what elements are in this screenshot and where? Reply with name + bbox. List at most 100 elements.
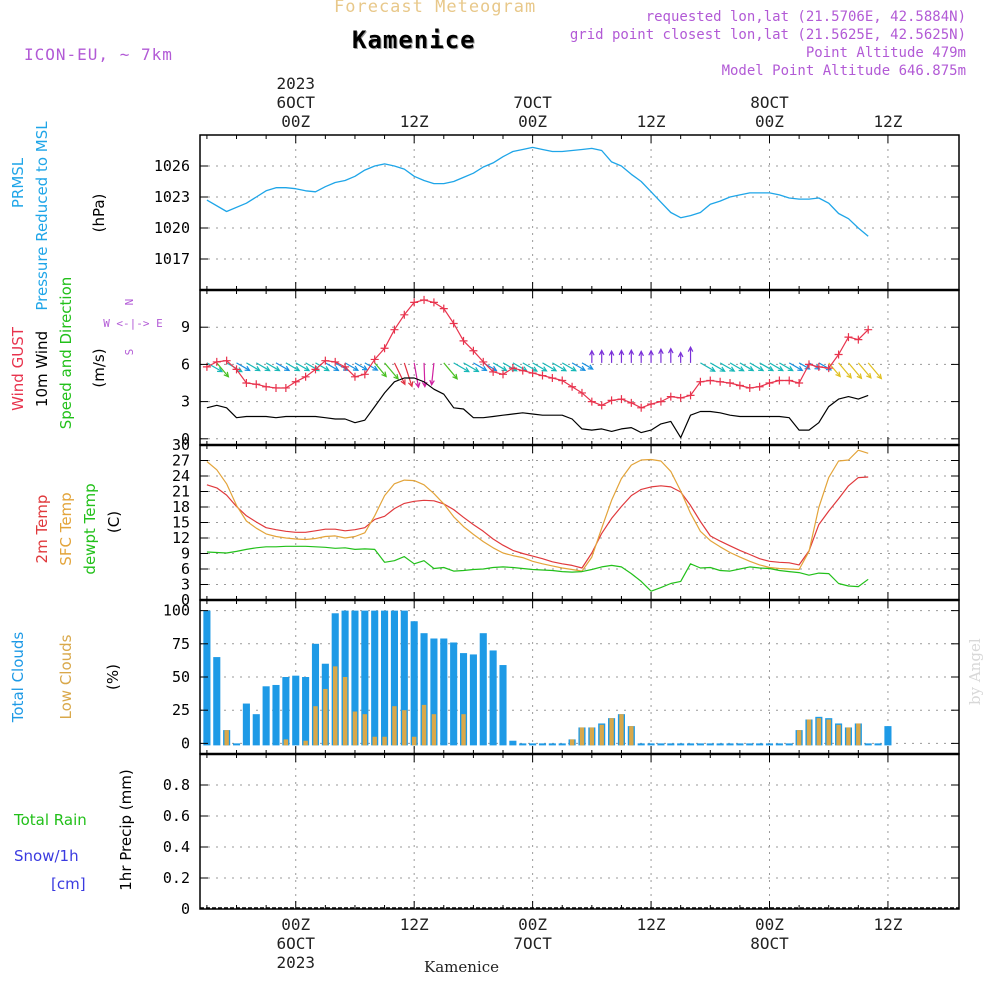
total-cloud-bar bbox=[874, 743, 882, 746]
total-cloud-bar bbox=[726, 743, 734, 746]
wind-arrow-head bbox=[797, 365, 804, 372]
total-cloud-bar bbox=[410, 621, 418, 746]
wind-arrow-head bbox=[481, 365, 488, 372]
gust-marker bbox=[617, 395, 626, 404]
low-cloud-bar bbox=[609, 718, 614, 746]
gust-marker bbox=[538, 371, 547, 380]
y-tick-label: 21 bbox=[172, 483, 190, 501]
wind-direction-arrow bbox=[295, 362, 310, 372]
wind-direction-arrow bbox=[216, 362, 229, 378]
low-cloud-bar bbox=[796, 730, 802, 746]
low-cloud-bar bbox=[333, 666, 338, 746]
total-cloud-bar bbox=[765, 743, 774, 746]
total-cloud-bar bbox=[371, 610, 379, 746]
low-cloud-bar bbox=[846, 727, 851, 746]
gust-marker bbox=[518, 366, 527, 375]
total-cloud-bar bbox=[686, 743, 695, 746]
wind-direction-arrow bbox=[719, 362, 735, 372]
gust-marker bbox=[429, 298, 438, 307]
compass-west-east: W <-|-> E bbox=[103, 317, 163, 330]
wind-arrow-head bbox=[618, 349, 625, 356]
top-time-label: 8OCT bbox=[750, 93, 789, 112]
wind-arrow-head bbox=[767, 366, 775, 372]
wind-direction-arrow bbox=[561, 362, 577, 372]
gust-marker bbox=[311, 365, 320, 374]
total-cloud-bar bbox=[519, 743, 527, 746]
low-cloud-bar bbox=[629, 726, 634, 746]
wind-direction-arrow bbox=[463, 362, 479, 372]
bottom-time-label: 00Z bbox=[518, 915, 547, 934]
gust-marker bbox=[331, 357, 340, 366]
wind-direction-arrow bbox=[532, 362, 547, 372]
gust-marker bbox=[844, 333, 853, 342]
gust-marker bbox=[607, 396, 616, 405]
bottom-time-label: 00Z bbox=[281, 915, 310, 934]
gust-marker bbox=[508, 364, 517, 373]
wind-direction-arrow bbox=[857, 362, 872, 379]
wind-direction-arrow bbox=[325, 362, 339, 371]
gust-marker bbox=[420, 295, 429, 304]
wind-arrow-head bbox=[729, 366, 736, 372]
requested-lonlat: requested lon,lat (21.5706E, 42.5884N) bbox=[645, 9, 966, 25]
gust-marker bbox=[360, 370, 369, 379]
wind-arrow-head bbox=[658, 347, 664, 355]
y-tick-label: 50 bbox=[172, 668, 190, 686]
low-cloud-bar bbox=[569, 739, 575, 746]
total-cloud-bar bbox=[647, 743, 655, 746]
wind-direction-arrow bbox=[788, 362, 803, 371]
total-rain-label: Total Rain bbox=[13, 811, 87, 829]
total-cloud-bar bbox=[775, 743, 783, 746]
wind-direction-arrow bbox=[542, 362, 557, 372]
gust-marker bbox=[558, 376, 567, 385]
total-cloud-bar bbox=[785, 743, 793, 746]
gust-marker bbox=[676, 393, 685, 402]
low-clouds-label: Low Clouds bbox=[57, 634, 75, 719]
wind-arrow-head bbox=[323, 366, 330, 372]
wind-arrow-head bbox=[560, 366, 568, 372]
total-cloud-bar bbox=[420, 633, 428, 746]
wind-arrow-head bbox=[304, 366, 311, 372]
low-cloud-bar bbox=[461, 714, 466, 746]
gust-marker bbox=[637, 403, 646, 412]
wind-direction-arrow bbox=[255, 362, 270, 372]
y-tick-label: 1017 bbox=[154, 250, 190, 268]
wind-arrow-head bbox=[579, 365, 587, 371]
bottom-time-label: 7OCT bbox=[513, 934, 552, 953]
wind-direction-arrow bbox=[779, 362, 794, 372]
gust-marker bbox=[854, 335, 863, 344]
wind-speed-line bbox=[206, 377, 869, 439]
top-time-label: 12Z bbox=[400, 112, 429, 131]
gust-marker bbox=[281, 383, 290, 392]
gust-marker bbox=[864, 325, 873, 334]
total-cloud-bar bbox=[252, 714, 260, 746]
y-tick-label: 0.4 bbox=[163, 838, 190, 856]
wind-direction-arrow bbox=[847, 362, 862, 379]
gust-marker bbox=[232, 365, 241, 374]
gust-marker bbox=[627, 398, 636, 407]
wind-arrow-head bbox=[687, 345, 694, 352]
wind-direction-arrow bbox=[759, 362, 774, 372]
wind-direction-arrow bbox=[453, 362, 470, 373]
low-cloud-bar bbox=[362, 714, 368, 746]
low-cloud-bar bbox=[816, 718, 822, 746]
wind-direction-arrow bbox=[700, 362, 716, 372]
wind-arrow-head bbox=[264, 366, 271, 372]
wind-direction-arrow bbox=[413, 362, 420, 388]
bottom-time-label: 12Z bbox=[400, 915, 429, 934]
wind-arrow-head bbox=[748, 366, 755, 372]
wind-arrow-head bbox=[846, 372, 853, 379]
gust-marker bbox=[548, 374, 557, 383]
wind-arrow-head bbox=[738, 366, 745, 372]
wind-arrow-head bbox=[876, 373, 883, 380]
gust-marker bbox=[370, 355, 379, 364]
total-cloud-bar bbox=[637, 743, 645, 746]
low-cloud-bar bbox=[589, 727, 595, 746]
temp-line-2m-temp bbox=[206, 476, 869, 569]
wind-arrow-head bbox=[758, 366, 765, 372]
total-cloud-bar bbox=[499, 665, 507, 746]
top-time-label: 00Z bbox=[281, 112, 310, 131]
gust-marker bbox=[479, 357, 488, 366]
wind-direction-arrow bbox=[285, 362, 300, 372]
bottom-time-label: 8OCT bbox=[750, 934, 789, 953]
